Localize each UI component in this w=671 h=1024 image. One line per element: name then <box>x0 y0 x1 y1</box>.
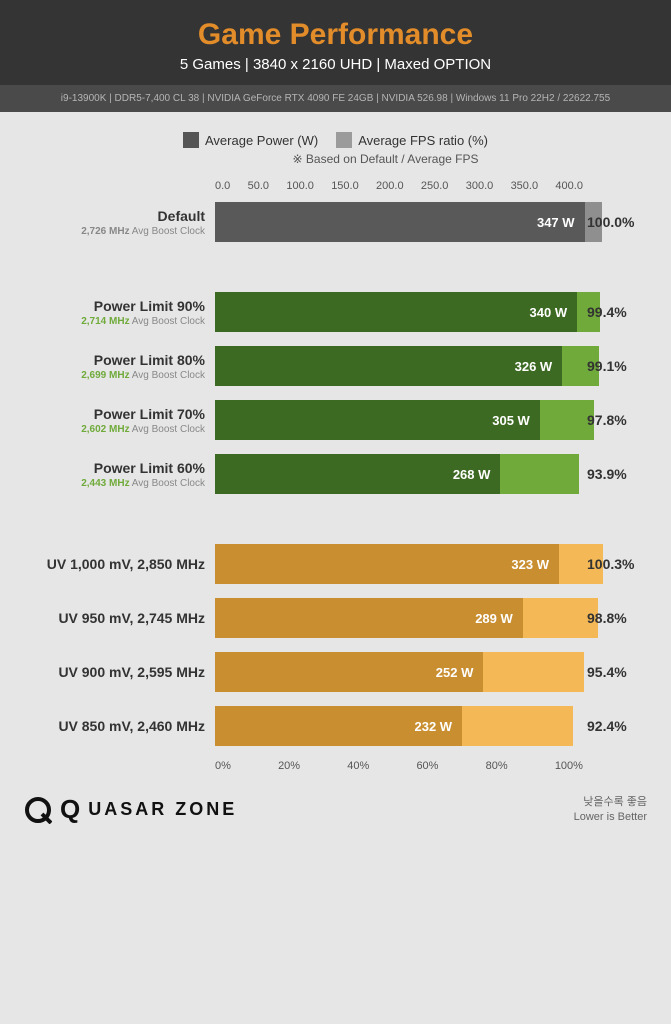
row-label: Power Limit 90%2,714 MHz Avg Boost Clock <box>30 292 215 332</box>
footer: Q UASAR ZONE 낮을수록 좋음 Lower is Better <box>0 782 671 837</box>
spec-bar: i9-13900K | DDR5-7,400 CL 38 | NVIDIA Ge… <box>0 85 671 112</box>
bar-row: Power Limit 80%2,699 MHz Avg Boost Clock… <box>30 346 641 386</box>
bar-zone: 323 W 100.3% <box>215 544 641 584</box>
axis-tick: 40% <box>347 760 369 772</box>
bar-zone: 232 W 92.4% <box>215 706 641 746</box>
bar-power: 326 W <box>215 346 562 386</box>
row-label: UV 1,000 mV, 2,850 MHz <box>30 544 215 584</box>
bar-power: 340 W <box>215 292 577 332</box>
brand-logo-icon <box>24 796 52 824</box>
axis-tick: 350.0 <box>511 180 539 192</box>
brand: Q UASAR ZONE <box>24 794 237 825</box>
axis-tick: 50.0 <box>248 180 269 192</box>
chart-title: Game Performance <box>0 18 671 52</box>
axis-tick: 0% <box>215 760 231 772</box>
bar-zone: 326 W 99.1% <box>215 346 641 386</box>
axis-tick: 250.0 <box>421 180 449 192</box>
row-label: Power Limit 60%2,443 MHz Avg Boost Clock <box>30 454 215 494</box>
chart-area: Average Power (W) Average FPS ratio (%) … <box>0 112 671 782</box>
brand-text: UASAR ZONE <box>88 799 237 820</box>
axis-tick: 100% <box>555 760 583 772</box>
axis-tick: 0.0 <box>215 180 230 192</box>
bar-group: UV 1,000 mV, 2,850 MHz323 W 100.3% UV 950 … <box>30 544 641 746</box>
header: Game Performance 5 Games | 3840 x 2160 U… <box>0 0 671 85</box>
bar-power: 268 W <box>215 454 500 494</box>
footer-note-en: Lower is Better <box>574 810 647 824</box>
axis-top-ticks: 0.0 50.0 100.0 150.0 200.0 250.0 300.0 350.0 400… <box>215 180 641 192</box>
bar-zone: 305 W 97.8% <box>215 400 641 440</box>
bar-zone: 340 W99.4% <box>215 292 641 332</box>
axis-tick: 200.0 <box>376 180 404 192</box>
bar-group: Power Limit 90%2,714 MHz Avg Boost Clock… <box>30 292 641 494</box>
axis-tick: 150.0 <box>331 180 359 192</box>
bar-row: UV 900 mV, 2,595 MHz252 W 95.4% <box>30 652 641 692</box>
pct-label: 92.4% <box>587 706 641 746</box>
bar-row: Power Limit 70%2,602 MHz Avg Boost Clock… <box>30 400 641 440</box>
bar-zone: 252 W 95.4% <box>215 652 641 692</box>
axis-tick: 20% <box>278 760 300 772</box>
bar-power: 347 W <box>215 202 585 242</box>
legend-item-fps: Average FPS ratio (%) <box>336 132 488 148</box>
axis-tick: 100.0 <box>286 180 314 192</box>
legend-swatch-power <box>183 132 199 148</box>
bar-row: UV 1,000 mV, 2,850 MHz323 W 100.3% <box>30 544 641 584</box>
legend-swatch-fps <box>336 132 352 148</box>
bar-zone: 289 W 98.8% <box>215 598 641 638</box>
legend: Average Power (W) Average FPS ratio (%) <box>30 132 641 148</box>
pct-label: 97.8% <box>587 400 641 440</box>
bar-power: 289 W <box>215 598 523 638</box>
pct-label: 93.9% <box>587 454 641 494</box>
bar-power: 305 W <box>215 400 540 440</box>
row-label: UV 850 mV, 2,460 MHz <box>30 706 215 746</box>
chart-subtitle: 5 Games | 3840 x 2160 UHD | Maxed OPTION <box>0 56 671 73</box>
legend-label-fps: Average FPS ratio (%) <box>358 133 488 148</box>
pct-label: 100.0% <box>587 202 641 242</box>
brand-q: Q <box>60 794 80 825</box>
pct-label: 95.4% <box>587 652 641 692</box>
bar-power: 252 W <box>215 652 483 692</box>
pct-label: 99.1% <box>587 346 641 386</box>
axis-bottom: 0% 20% 40% 60% 80% 100% <box>30 760 641 772</box>
axis-bottom-ticks: 0% 20% 40% 60% 80% 100% <box>215 760 641 772</box>
bar-power: 323 W <box>215 544 559 584</box>
legend-label-power: Average Power (W) <box>205 133 318 148</box>
bars-container: Default2,726 MHz Avg Boost Clock347 W100… <box>30 202 641 746</box>
axis-top: 0.0 50.0 100.0 150.0 200.0 250.0 300.0 350.0 400… <box>30 180 641 192</box>
bar-row: Power Limit 90%2,714 MHz Avg Boost Clock… <box>30 292 641 332</box>
pct-label: 98.8% <box>587 598 641 638</box>
legend-item-power: Average Power (W) <box>183 132 318 148</box>
row-label: Default2,726 MHz Avg Boost Clock <box>30 202 215 242</box>
bar-row: UV 850 mV, 2,460 MHz232 W 92.4% <box>30 706 641 746</box>
row-label: UV 900 mV, 2,595 MHz <box>30 652 215 692</box>
legend-note: ※ Based on Default / Average FPS <box>30 152 641 166</box>
axis-tick: 300.0 <box>466 180 494 192</box>
axis-tick: 400.0 <box>555 180 583 192</box>
bar-zone: 268 W 93.9% <box>215 454 641 494</box>
bar-row: Default2,726 MHz Avg Boost Clock347 W100… <box>30 202 641 242</box>
axis-tick: 80% <box>486 760 508 772</box>
axis-tick: 60% <box>416 760 438 772</box>
bar-power: 232 W <box>215 706 462 746</box>
row-label: Power Limit 70%2,602 MHz Avg Boost Clock <box>30 400 215 440</box>
row-label: Power Limit 80%2,699 MHz Avg Boost Clock <box>30 346 215 386</box>
bar-group: Default2,726 MHz Avg Boost Clock347 W100… <box>30 202 641 242</box>
bar-row: Power Limit 60%2,443 MHz Avg Boost Clock… <box>30 454 641 494</box>
row-label: UV 950 mV, 2,745 MHz <box>30 598 215 638</box>
bar-row: UV 950 mV, 2,745 MHz289 W 98.8% <box>30 598 641 638</box>
footer-note: 낮을수록 좋음 Lower is Better <box>574 795 647 824</box>
pct-label: 100.3% <box>587 544 641 584</box>
footer-note-ko: 낮을수록 좋음 <box>574 795 647 809</box>
pct-label: 99.4% <box>587 292 641 332</box>
bar-zone: 347 W100.0% <box>215 202 641 242</box>
